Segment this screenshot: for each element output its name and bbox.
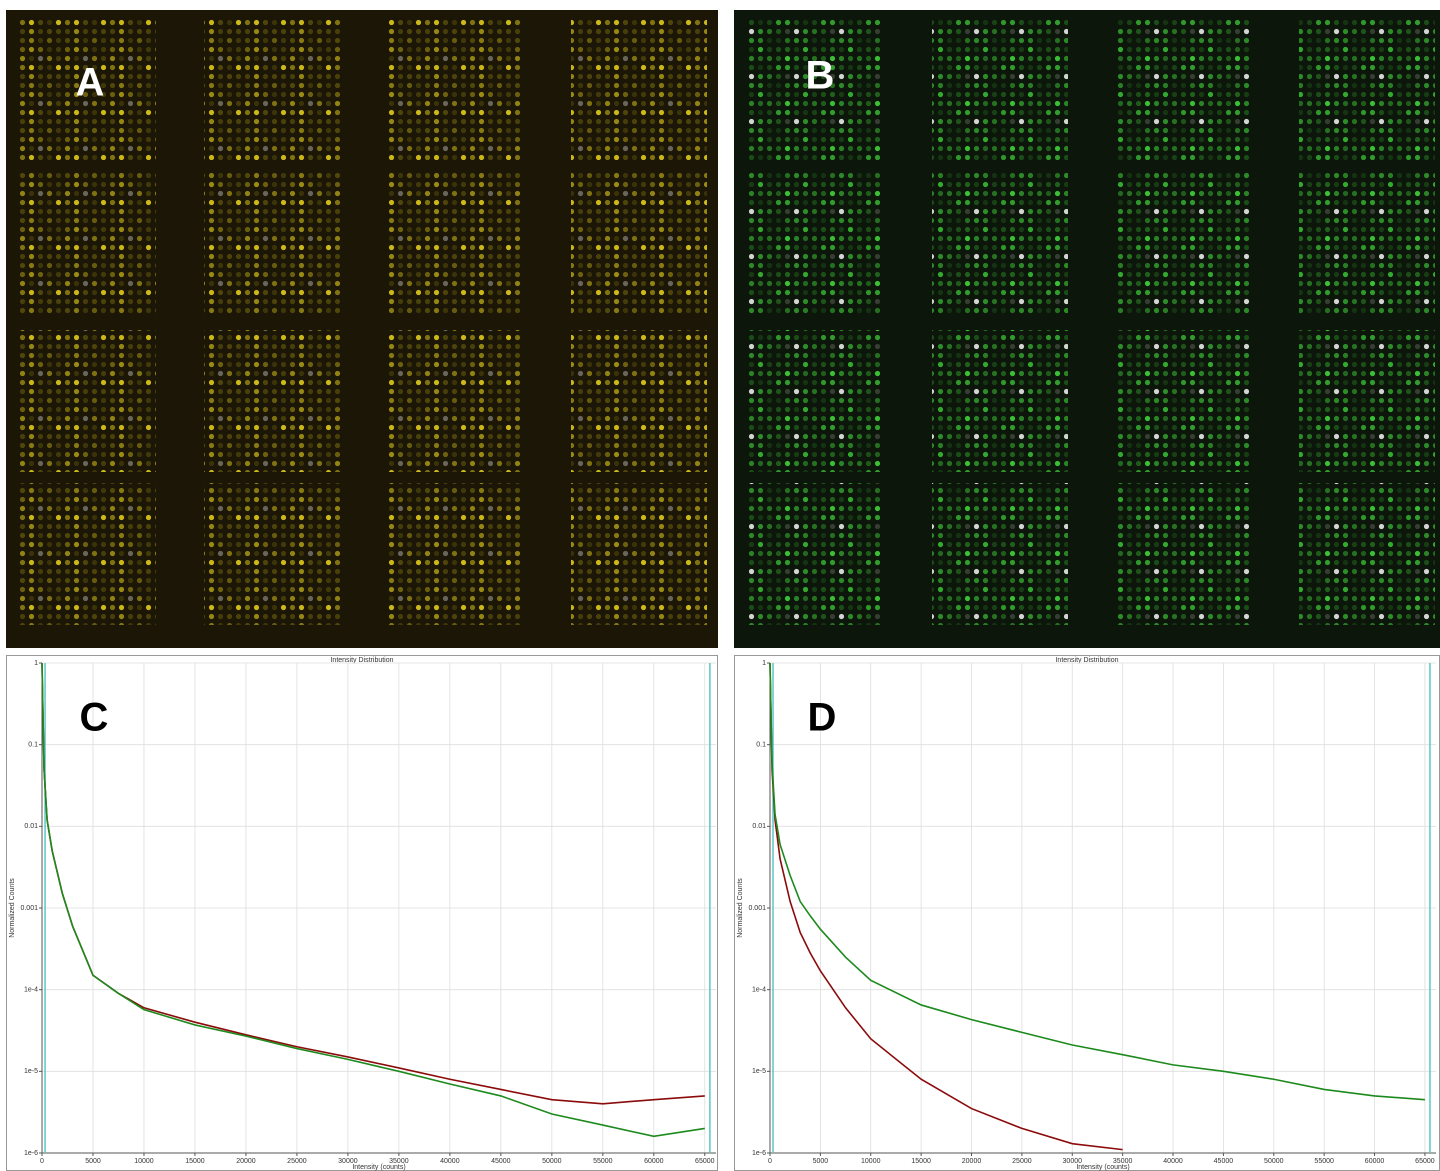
chart-title: Intensity Distribution bbox=[1055, 657, 1118, 664]
array-block bbox=[748, 483, 884, 625]
array-block bbox=[748, 330, 884, 472]
x-tick-label: 10000 bbox=[134, 1158, 154, 1165]
array-block bbox=[571, 330, 707, 472]
chart-frame bbox=[734, 655, 1440, 1171]
x-tick-label: 25000 bbox=[287, 1158, 307, 1165]
array-block bbox=[388, 18, 524, 160]
series-line bbox=[769, 662, 1425, 1101]
array-block bbox=[1116, 172, 1252, 314]
y-axis-label: Normalized Counts bbox=[737, 878, 744, 938]
array-block bbox=[20, 172, 156, 314]
chart-frame bbox=[6, 655, 718, 1171]
x-tick-label: 10000 bbox=[861, 1158, 881, 1165]
x-tick-label: 0 bbox=[768, 1158, 772, 1165]
y-tick-label: 0.01 bbox=[752, 823, 766, 830]
x-tick-label: 30000 bbox=[338, 1158, 358, 1165]
array-block bbox=[571, 172, 707, 314]
x-tick-label: 60000 bbox=[1365, 1158, 1385, 1165]
array-block bbox=[204, 18, 340, 160]
x-tick-label: 30000 bbox=[1063, 1158, 1083, 1165]
y-axis-label: Normalized Counts bbox=[9, 878, 16, 938]
y-tick-label: 1e-6 bbox=[752, 1150, 766, 1157]
array-block bbox=[388, 483, 524, 625]
x-tick-label: 40000 bbox=[1163, 1158, 1183, 1165]
y-tick-label: 0.1 bbox=[756, 742, 766, 749]
x-tick-label: 45000 bbox=[491, 1158, 511, 1165]
x-tick-label: 40000 bbox=[440, 1158, 460, 1165]
x-tick-label: 60000 bbox=[644, 1158, 664, 1165]
array-block bbox=[1116, 330, 1252, 472]
x-tick-label: 15000 bbox=[911, 1158, 931, 1165]
array-block bbox=[932, 172, 1068, 314]
array-block bbox=[571, 18, 707, 160]
array-block bbox=[1299, 483, 1435, 625]
series-line bbox=[41, 662, 705, 1138]
x-axis-label: Intensity (counts) bbox=[1076, 1164, 1129, 1171]
x-tick-label: 55000 bbox=[1314, 1158, 1334, 1165]
y-tick-label: 0.1 bbox=[28, 742, 38, 749]
y-tick-label: 1e-5 bbox=[752, 1068, 766, 1075]
array-block bbox=[204, 330, 340, 472]
array-blocks bbox=[20, 18, 1435, 625]
y-tick-label: 1e-4 bbox=[24, 987, 38, 994]
x-axis-label: Intensity (counts) bbox=[352, 1164, 405, 1171]
x-tick-label: 5000 bbox=[85, 1158, 101, 1165]
x-tick-label: 65000 bbox=[695, 1158, 715, 1165]
array-block bbox=[748, 172, 884, 314]
y-tick-label: 1e-6 bbox=[24, 1150, 38, 1157]
array-block bbox=[932, 330, 1068, 472]
array-block bbox=[20, 483, 156, 625]
series-line bbox=[769, 662, 1123, 1151]
panel-label: B bbox=[806, 54, 835, 98]
x-tick-label: 50000 bbox=[1264, 1158, 1284, 1165]
array-block bbox=[1116, 483, 1252, 625]
x-tick-label: 20000 bbox=[236, 1158, 256, 1165]
array-block bbox=[571, 483, 707, 625]
y-tick-label: 0.001 bbox=[20, 905, 38, 912]
array-block bbox=[932, 18, 1068, 160]
array-block bbox=[204, 483, 340, 625]
x-tick-label: 5000 bbox=[813, 1158, 829, 1165]
array-block bbox=[20, 330, 156, 472]
array-block bbox=[388, 330, 524, 472]
x-tick-label: 15000 bbox=[185, 1158, 205, 1165]
array-block bbox=[932, 483, 1068, 625]
chart-title: Intensity Distribution bbox=[330, 657, 393, 664]
array-block bbox=[1299, 330, 1435, 472]
array-block bbox=[1116, 18, 1252, 160]
panel-label: A bbox=[76, 61, 105, 105]
y-tick-label: 0.01 bbox=[24, 823, 38, 830]
x-tick-label: 65000 bbox=[1415, 1158, 1435, 1165]
array-block bbox=[204, 172, 340, 314]
array-block bbox=[1299, 172, 1435, 314]
panel-label: D bbox=[808, 696, 837, 740]
y-tick-label: 1e-4 bbox=[752, 987, 766, 994]
x-tick-label: 55000 bbox=[593, 1158, 613, 1165]
x-tick-label: 35000 bbox=[1113, 1158, 1133, 1165]
array-block bbox=[20, 18, 156, 160]
y-tick-label: 1 bbox=[762, 660, 766, 667]
x-tick-label: 25000 bbox=[1012, 1158, 1032, 1165]
y-tick-label: 1e-5 bbox=[24, 1068, 38, 1075]
x-tick-label: 20000 bbox=[962, 1158, 982, 1165]
panel-label: C bbox=[80, 696, 109, 740]
y-tick-label: 0.001 bbox=[748, 905, 766, 912]
array-block bbox=[388, 172, 524, 314]
x-tick-label: 50000 bbox=[542, 1158, 562, 1165]
array-block bbox=[748, 18, 884, 160]
x-tick-label: 45000 bbox=[1214, 1158, 1234, 1165]
y-tick-label: 1 bbox=[34, 660, 38, 667]
array-block bbox=[1299, 18, 1435, 160]
x-tick-label: 0 bbox=[40, 1158, 44, 1165]
x-tick-label: 35000 bbox=[389, 1158, 409, 1165]
